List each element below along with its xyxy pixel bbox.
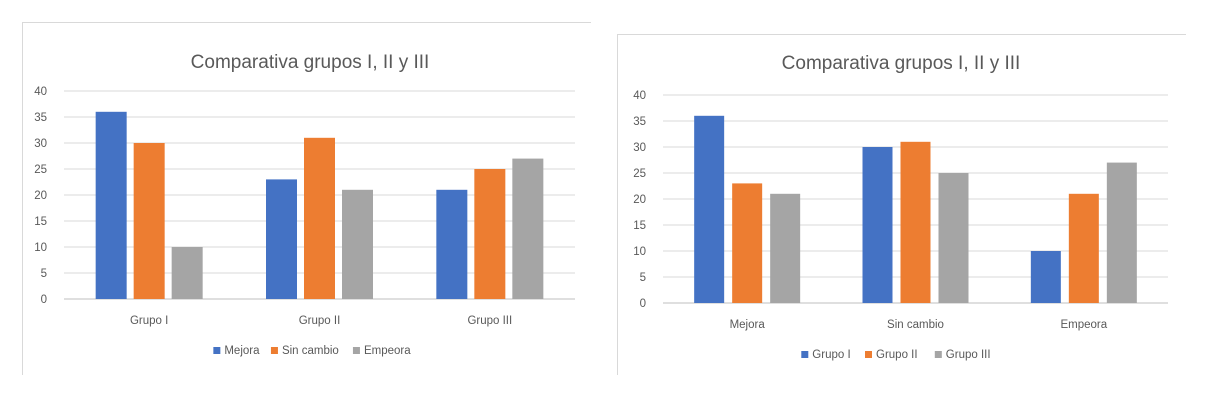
bar-mejora-grupo-ii bbox=[266, 179, 297, 299]
y-tick-label: 10 bbox=[633, 246, 646, 258]
y-tick-label: 20 bbox=[633, 194, 646, 206]
y-tick-label: 25 bbox=[633, 168, 646, 180]
x-category-label: Sin cambio bbox=[887, 319, 944, 331]
y-tick-label: 15 bbox=[34, 216, 47, 228]
legend-label: Grupo I bbox=[812, 349, 850, 361]
bar-empeora-grupo-i bbox=[171, 247, 203, 299]
y-tick-label: 40 bbox=[34, 86, 47, 98]
bar-empeora-grupo-iii bbox=[512, 158, 544, 299]
chart-title: Comparativa grupos I, II y III bbox=[191, 52, 430, 73]
bar-grupo-iii-empeora bbox=[1106, 162, 1137, 303]
bar-mejora-grupo-iii bbox=[436, 189, 468, 299]
bar-mejora-grupo-i bbox=[95, 111, 127, 299]
legend-label: Sin cambio bbox=[282, 345, 339, 357]
chart-title: Comparativa grupos I, II y III bbox=[782, 53, 1021, 74]
chart-panel-left: Comparativa grupos I, II y III 0 5 10 15 20 25… bbox=[22, 22, 591, 375]
y-tick-label: 5 bbox=[41, 268, 47, 280]
bar-grupo-ii-sin-cambio bbox=[900, 141, 931, 303]
legend-label: Mejora bbox=[224, 345, 260, 357]
y-tick-label: 20 bbox=[34, 190, 47, 202]
legend-swatch bbox=[352, 347, 360, 354]
chart-left: Comparativa grupos I, II y III 0 5 10 15 20 25… bbox=[34, 52, 575, 357]
bar-grupo-i-mejora bbox=[694, 115, 725, 303]
y-tick-label: 30 bbox=[34, 138, 47, 150]
legend-label: Empeora bbox=[364, 345, 411, 357]
bar-sin-cambio-grupo-ii bbox=[304, 137, 335, 299]
bar-sin-cambio-grupo-iii bbox=[474, 169, 506, 299]
legend-label: Grupo II bbox=[876, 349, 918, 361]
y-tick-label: 30 bbox=[633, 142, 646, 154]
y-tick-label: 40 bbox=[633, 90, 646, 102]
legend-label: Grupo III bbox=[946, 349, 991, 361]
legend-swatch bbox=[270, 347, 278, 354]
bar-grupo-ii-empeora bbox=[1068, 193, 1099, 303]
y-tick-label: 10 bbox=[34, 242, 47, 254]
x-category-label: Grupo I bbox=[130, 315, 168, 327]
legend-swatch bbox=[801, 351, 809, 358]
y-tick-label: 5 bbox=[640, 272, 646, 284]
x-category-label: Grupo III bbox=[467, 315, 512, 327]
y-tick-label: 15 bbox=[633, 220, 646, 232]
legend-swatch bbox=[934, 351, 942, 358]
bar-empeora-grupo-ii bbox=[342, 189, 373, 299]
y-tick-label: 35 bbox=[633, 116, 646, 128]
y-tick-label: 25 bbox=[34, 164, 47, 176]
legend-swatch bbox=[865, 351, 872, 358]
x-category-label: Grupo II bbox=[299, 315, 341, 327]
bar-grupo-iii-mejora bbox=[770, 193, 801, 303]
bar-grupo-i-sin-cambio bbox=[862, 147, 893, 303]
y-tick-label: 0 bbox=[41, 294, 47, 306]
bar-grupo-iii-sin-cambio bbox=[938, 173, 969, 303]
x-category-label: Empeora bbox=[1060, 319, 1107, 331]
y-tick-label: 0 bbox=[640, 298, 646, 310]
legend-swatch bbox=[213, 347, 221, 354]
x-category-label: Mejora bbox=[730, 319, 766, 331]
y-tick-label: 35 bbox=[34, 112, 47, 124]
chart-panel-right: Comparativa grupos I, II y III 0 5 10 15 20 25… bbox=[617, 34, 1186, 375]
bar-grupo-ii-mejora bbox=[732, 183, 763, 303]
chart-right: Comparativa grupos I, II y III 0 5 10 15 20 25… bbox=[633, 53, 1168, 361]
bar-sin-cambio-grupo-i bbox=[133, 143, 165, 299]
bar-grupo-i-empeora bbox=[1030, 251, 1061, 303]
